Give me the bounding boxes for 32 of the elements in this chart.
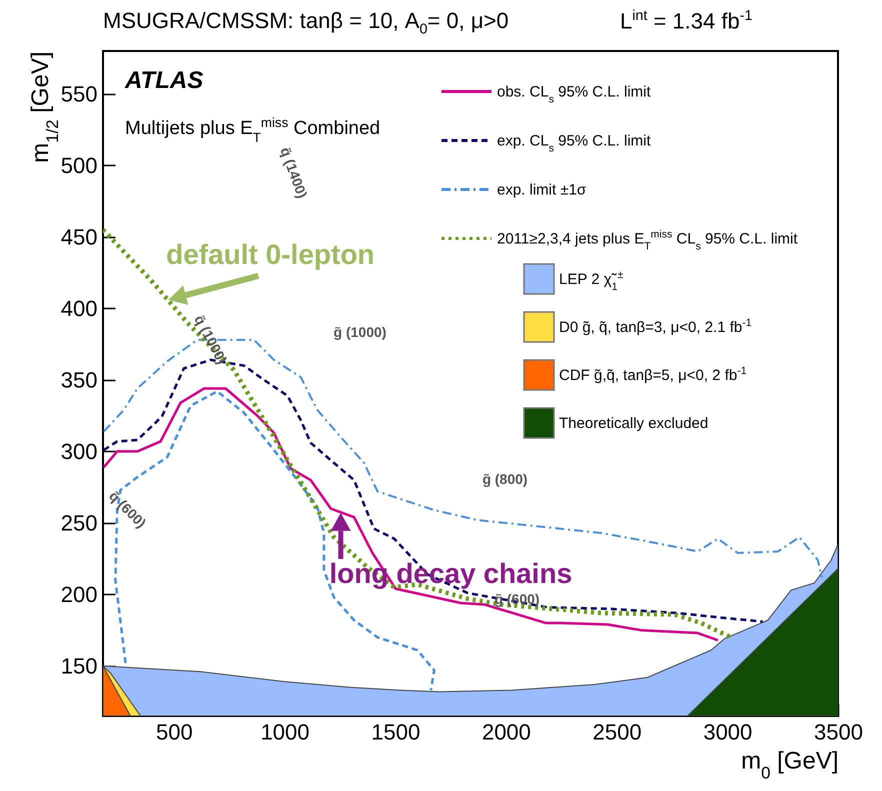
legend-label: obs. CL$_{s}$ 95% C.L. limit bbox=[497, 84, 652, 106]
annotation: g̃ (800) bbox=[482, 471, 528, 487]
annotation: Multijets plus E$_{T}$$^{miss}$ Combined bbox=[125, 114, 380, 144]
legend-label: 2011≥2,3,4 jets plus E$_{T}$$^{miss}$ CL$_{s}$ 95% C.L. limit bbox=[497, 228, 798, 252]
legend-label: exp. CL$_{s}$ 95% C.L. limit bbox=[497, 132, 652, 154]
x-tick-label: 2000 bbox=[482, 720, 531, 744]
x-tick-label: 2500 bbox=[592, 720, 642, 744]
legend-label: exp. limit ±1σ bbox=[497, 182, 587, 198]
x-axis-title: m$_{0}$ [GeV] bbox=[741, 748, 838, 782]
y-tick-label: 200 bbox=[60, 582, 98, 607]
legend-label: Theoretically excluded bbox=[559, 415, 708, 432]
x-tick-label: 500 bbox=[156, 720, 193, 744]
annotation: default 0-lepton bbox=[166, 238, 375, 270]
y-tick-label: 500 bbox=[60, 152, 98, 178]
x-tick-label: 3000 bbox=[703, 720, 752, 744]
line-series bbox=[103, 387, 720, 642]
y-tick-label: 250 bbox=[60, 510, 98, 536]
x-tick-label: 3500 bbox=[814, 720, 863, 744]
y-tick-label: 150 bbox=[60, 653, 98, 678]
y-tick-label: 300 bbox=[60, 438, 98, 464]
y-tick-label: 400 bbox=[60, 296, 98, 321]
chart-title: MSUGRA/CMSSM: tanβ = 10, A$_{0}$= 0, μ>0 bbox=[103, 8, 509, 38]
y-tick-label: 550 bbox=[60, 81, 98, 106]
annotation: g̃ (1000) bbox=[334, 324, 386, 340]
y-tick-label: 350 bbox=[60, 367, 98, 392]
x-tick-label: 1000 bbox=[260, 720, 310, 744]
annotation: ATLAS bbox=[124, 67, 204, 94]
legend-label: D0 g̃, q̃, tanβ=3, μ<0, 2.1 fb$^{-1}$ bbox=[559, 317, 752, 336]
y-tick-label: 450 bbox=[60, 224, 98, 250]
legend-label: CDF g̃,q̃, tanβ=5, μ<0, 2 fb$^{-1}$ bbox=[559, 365, 747, 384]
chart-subtitle: L$^{int}$ = 1.34 fb$^{-1}$ bbox=[620, 8, 752, 34]
x-tick-label: 1500 bbox=[371, 720, 420, 744]
